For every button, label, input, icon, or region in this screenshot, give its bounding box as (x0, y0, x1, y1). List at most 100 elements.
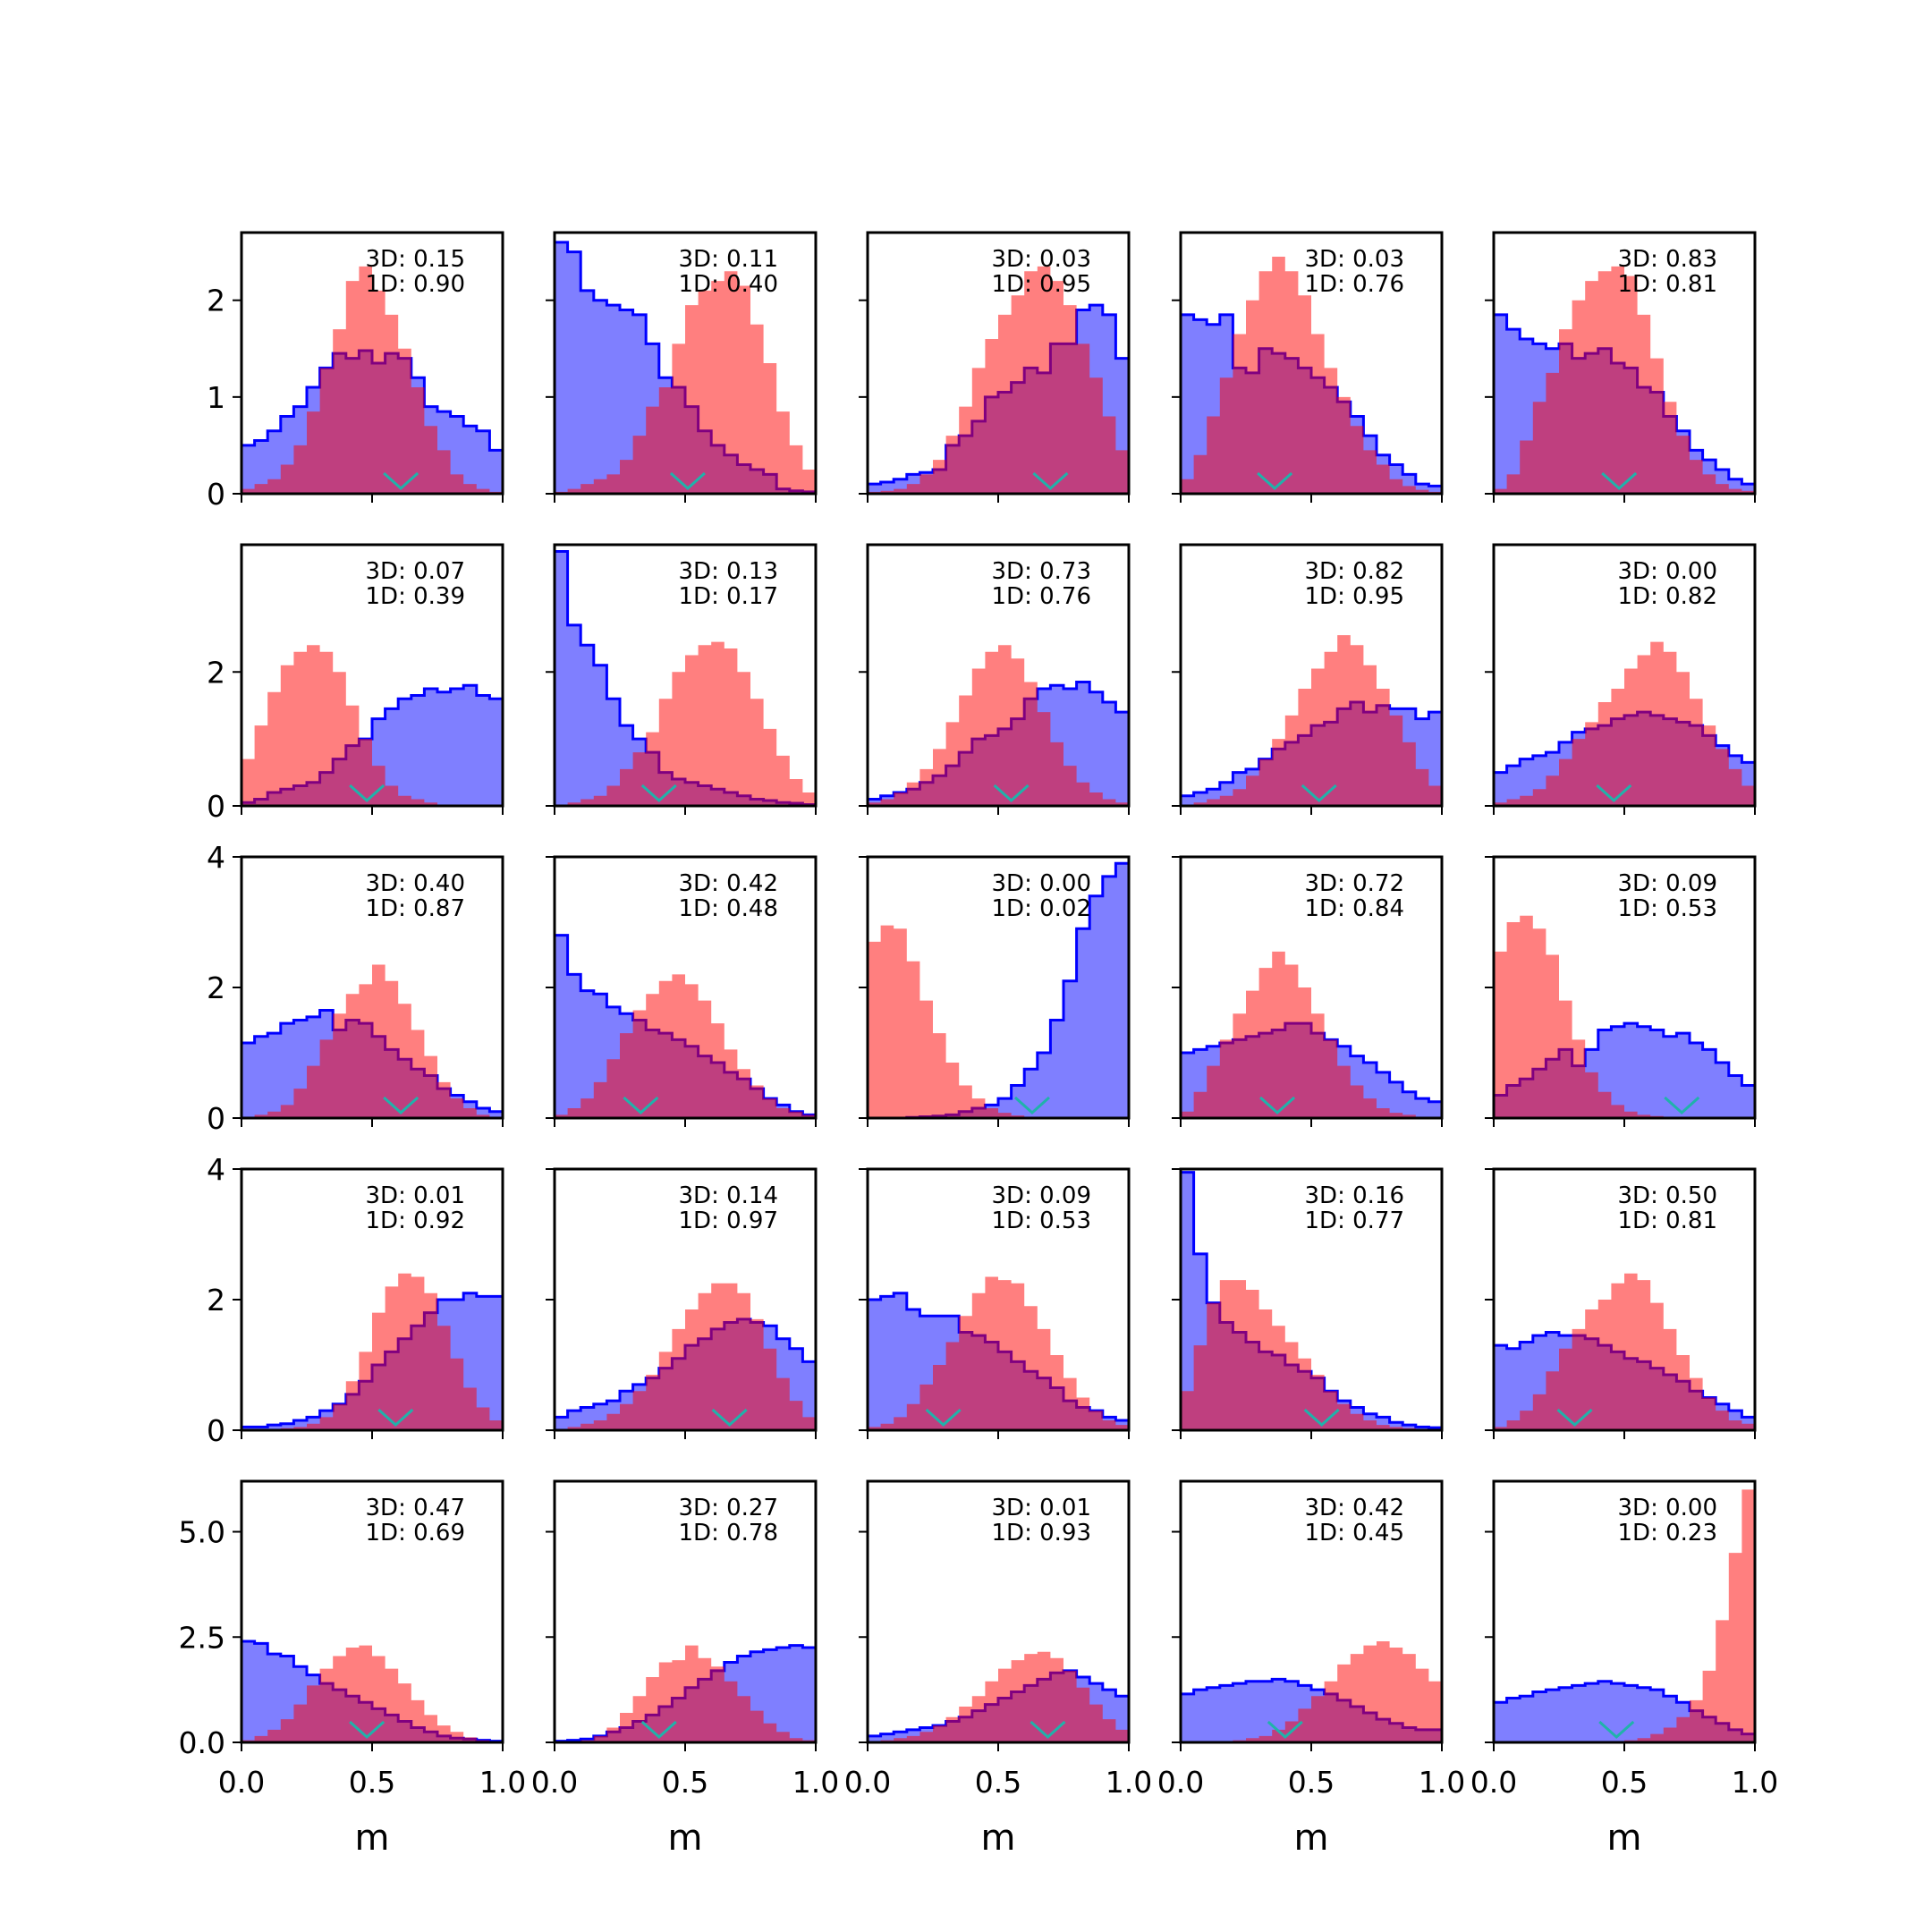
blue-histogram-fill (868, 863, 1129, 1118)
y-tick-label: 5.0 (179, 1515, 225, 1550)
red-histogram-fill (1494, 1489, 1755, 1742)
label-1d: 1D: 0.82 (1618, 583, 1717, 610)
label-1d: 1D: 0.84 (1305, 895, 1404, 922)
red-histogram-fill (1494, 266, 1755, 494)
label-1d: 1D: 0.76 (992, 583, 1091, 610)
label-1d: 1D: 0.77 (1305, 1208, 1404, 1234)
marker-chevron (669, 471, 706, 491)
label-3d: 3D: 0.42 (679, 870, 778, 897)
y-tick-label: 4 (207, 840, 225, 875)
label-3d: 3D: 0.03 (1305, 246, 1404, 273)
marker-chevron (1030, 1720, 1066, 1740)
red-histogram-fill (555, 641, 816, 806)
x-tick-label: 1.0 (792, 1765, 839, 1800)
x-tick-label: 0.5 (975, 1765, 1021, 1800)
x-tick-label: 0.0 (1470, 1765, 1517, 1800)
red-histogram-fill (1181, 951, 1442, 1118)
label-1d: 1D: 0.87 (366, 895, 465, 922)
marker-chevron (640, 784, 677, 803)
label-3d: 3D: 0.82 (1305, 558, 1404, 585)
red-histogram-fill (1181, 257, 1442, 494)
x-tick-label: 1.0 (1419, 1765, 1465, 1800)
x-tick-label: 0.0 (531, 1765, 578, 1800)
label-3d: 3D: 0.15 (366, 246, 465, 273)
label-1d: 1D: 0.53 (992, 1208, 1091, 1234)
red-histogram-fill (868, 1651, 1129, 1742)
y-tick-label: 0 (207, 477, 225, 512)
marker-chevron (1303, 1408, 1340, 1428)
label-3d: 3D: 0.03 (992, 246, 1091, 273)
x-axis-label: m (1607, 1818, 1642, 1859)
red-histogram-fill (1181, 1640, 1442, 1742)
label-3d: 3D: 0.40 (366, 870, 465, 897)
y-tick-label: 2.5 (179, 1620, 225, 1655)
label-1d: 1D: 0.45 (1305, 1520, 1404, 1546)
label-3d: 3D: 0.50 (1618, 1182, 1717, 1209)
label-3d: 3D: 0.13 (679, 558, 778, 585)
marker-chevron (1257, 471, 1293, 491)
label-3d: 3D: 0.01 (992, 1495, 1091, 1521)
red-histogram-fill (1494, 1273, 1755, 1430)
marker-chevron (993, 784, 1030, 803)
red-histogram-fill (242, 1645, 503, 1742)
blue-histogram-fill (555, 551, 816, 806)
label-3d: 3D: 0.83 (1618, 246, 1717, 273)
x-tick-label: 0.5 (662, 1765, 708, 1800)
red-histogram-fill (1494, 641, 1755, 806)
red-histogram-fill (555, 1645, 816, 1742)
label-1d: 1D: 0.95 (1305, 583, 1404, 610)
label-3d: 3D: 0.73 (992, 558, 1091, 585)
x-tick-label: 1.0 (1732, 1765, 1778, 1800)
label-1d: 1D: 0.81 (1618, 1208, 1717, 1234)
marker-chevron (1259, 1096, 1296, 1115)
label-1d: 1D: 0.02 (992, 895, 1091, 922)
red-histogram-fill (242, 964, 503, 1118)
y-tick-label: 4 (207, 1152, 225, 1187)
y-tick-label: 0 (207, 1101, 225, 1136)
x-tick-label: 1.0 (1106, 1765, 1152, 1800)
red-histogram-fill (1494, 915, 1755, 1118)
label-3d: 3D: 0.27 (679, 1495, 778, 1521)
marker-chevron (1596, 784, 1632, 803)
red-histogram-fill (1181, 1280, 1442, 1430)
label-1d: 1D: 0.39 (366, 583, 465, 610)
label-3d: 3D: 0.00 (1618, 1495, 1717, 1521)
marker-chevron (925, 1408, 962, 1428)
marker-chevron (1601, 471, 1638, 491)
marker-chevron (383, 471, 419, 491)
y-tick-label: 2 (207, 970, 225, 1005)
label-3d: 3D: 0.00 (1618, 558, 1717, 585)
marker-chevron (623, 1096, 659, 1115)
y-tick-label: 2 (207, 655, 225, 690)
x-tick-label: 0.0 (218, 1765, 265, 1800)
x-tick-label: 1.0 (479, 1765, 526, 1800)
label-1d: 1D: 0.81 (1618, 271, 1717, 298)
label-3d: 3D: 0.09 (992, 1182, 1091, 1209)
x-tick-label: 0.0 (844, 1765, 891, 1800)
x-tick-label: 0.5 (1601, 1765, 1648, 1800)
marker-chevron (1598, 1720, 1635, 1740)
label-3d: 3D: 0.47 (366, 1495, 465, 1521)
marker-chevron (383, 1096, 419, 1115)
label-1d: 1D: 0.76 (1305, 271, 1404, 298)
y-tick-label: 2 (207, 284, 225, 318)
label-3d: 3D: 0.01 (366, 1182, 465, 1209)
y-tick-label: 0.0 (179, 1725, 225, 1760)
red-histogram-fill (555, 1283, 816, 1430)
label-3d: 3D: 0.42 (1305, 1495, 1404, 1521)
label-3d: 3D: 0.09 (1618, 870, 1717, 897)
x-tick-label: 0.5 (1288, 1765, 1335, 1800)
